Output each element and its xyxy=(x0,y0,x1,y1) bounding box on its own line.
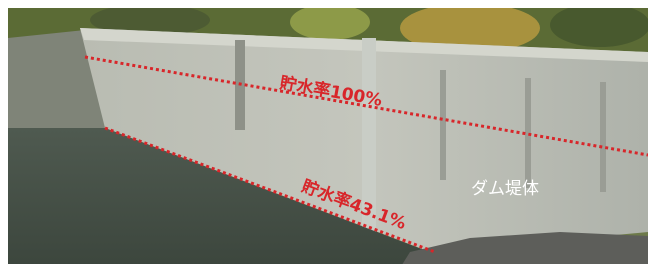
photo: 貯水率100% 貯水率43.1% ダム堤体 xyxy=(0,0,656,271)
tree xyxy=(550,3,650,47)
page: 貯水率100% 貯水率43.1% ダム堤体 (() => { const dat… xyxy=(0,0,656,271)
shadow xyxy=(440,70,446,180)
shadow xyxy=(600,82,606,192)
dam-body-label: ダム堤体 xyxy=(471,179,539,199)
tree xyxy=(290,4,370,40)
